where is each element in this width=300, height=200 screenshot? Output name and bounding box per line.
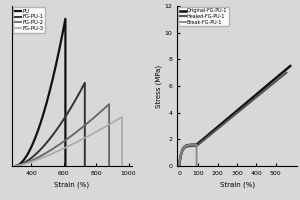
FG-PU-2 bbox=[73, 132, 76, 135]
FG-PU-3 bbox=[81, 138, 84, 140]
Legend: Original-FG-PU-1, Healed-FG-PU-1, Break-FG-PU-1: Original-FG-PU-1, Healed-FG-PU-1, Break-… bbox=[178, 7, 229, 26]
Line: Break-FG-PU-1: Break-FG-PU-1 bbox=[179, 145, 196, 166]
Y-axis label: Stress (MPa): Stress (MPa) bbox=[155, 64, 162, 108]
Break-FG-PU-1 bbox=[177, 165, 181, 167]
PU bbox=[64, 18, 67, 20]
FG-PU-2 bbox=[62, 140, 66, 142]
Break-FG-PU-1 bbox=[192, 144, 195, 146]
Legend: PU, FG-PU-1, FG-PU-2, FG-PU-3: PU, FG-PU-1, FG-PU-2, FG-PU-3 bbox=[13, 7, 45, 33]
Healed-FG-PU-1 bbox=[285, 71, 288, 74]
FG-PU-1 bbox=[71, 104, 74, 106]
Break-FG-PU-1 bbox=[182, 146, 186, 149]
FG-PU-2 bbox=[14, 165, 17, 167]
Break-FG-PU-1 bbox=[186, 144, 189, 146]
Original-FG-PU-1 bbox=[177, 165, 181, 167]
Line: FG-PU-2: FG-PU-2 bbox=[15, 104, 109, 166]
Healed-FG-PU-1 bbox=[275, 80, 278, 82]
Original-FG-PU-1 bbox=[278, 73, 282, 76]
Break-FG-PU-1 bbox=[191, 144, 195, 146]
X-axis label: Strain (%): Strain (%) bbox=[54, 181, 89, 188]
Line: FG-PU-1: FG-PU-1 bbox=[15, 83, 85, 166]
FG-PU-2 bbox=[107, 165, 111, 167]
Break-FG-PU-1 bbox=[182, 147, 185, 149]
Original-FG-PU-1 bbox=[239, 106, 242, 109]
PU bbox=[14, 165, 17, 167]
FG-PU-1 bbox=[57, 125, 61, 128]
PU bbox=[58, 45, 62, 47]
Healed-FG-PU-1 bbox=[237, 110, 241, 113]
FG-PU-1 bbox=[51, 134, 54, 136]
FG-PU-1 bbox=[14, 165, 17, 167]
Original-FG-PU-1 bbox=[288, 65, 292, 67]
Line: FG-PU-3: FG-PU-3 bbox=[15, 117, 122, 166]
FG-PU-1 bbox=[22, 162, 26, 164]
Healed-FG-PU-1 bbox=[222, 122, 226, 125]
Original-FG-PU-1 bbox=[211, 130, 214, 132]
Healed-FG-PU-1 bbox=[177, 165, 181, 167]
FG-PU-2 bbox=[91, 118, 94, 120]
X-axis label: Strain (%): Strain (%) bbox=[220, 181, 255, 188]
PU bbox=[45, 101, 49, 103]
Line: Original-FG-PU-1: Original-FG-PU-1 bbox=[179, 66, 290, 166]
FG-PU-1 bbox=[50, 135, 53, 138]
FG-PU-3 bbox=[120, 165, 124, 167]
FG-PU-2 bbox=[107, 103, 111, 105]
Healed-FG-PU-1 bbox=[242, 106, 246, 108]
FG-PU-2 bbox=[25, 161, 29, 164]
Original-FG-PU-1 bbox=[259, 90, 262, 92]
FG-PU-3 bbox=[109, 122, 112, 125]
PU bbox=[40, 117, 44, 119]
FG-PU-3 bbox=[71, 143, 74, 145]
FG-PU-1 bbox=[83, 82, 87, 84]
FG-PU-3 bbox=[101, 127, 105, 129]
Original-FG-PU-1 bbox=[224, 119, 227, 122]
FG-PU-2 bbox=[64, 139, 68, 141]
FG-PU-1 bbox=[83, 165, 87, 167]
PU bbox=[40, 119, 43, 122]
PU bbox=[20, 161, 23, 164]
Break-FG-PU-1 bbox=[182, 146, 186, 148]
PU bbox=[55, 61, 58, 63]
FG-PU-3 bbox=[14, 165, 17, 167]
FG-PU-3 bbox=[69, 144, 73, 146]
FG-PU-3 bbox=[120, 116, 124, 118]
FG-PU-2 bbox=[97, 112, 101, 114]
Healed-FG-PU-1 bbox=[256, 95, 260, 97]
Break-FG-PU-1 bbox=[195, 165, 198, 167]
Line: PU: PU bbox=[15, 19, 65, 166]
Healed-FG-PU-1 bbox=[210, 132, 214, 135]
FG-PU-3 bbox=[27, 162, 30, 164]
FG-PU-1 bbox=[76, 95, 79, 98]
Original-FG-PU-1 bbox=[244, 102, 248, 104]
Line: Healed-FG-PU-1: Healed-FG-PU-1 bbox=[179, 73, 286, 166]
Break-FG-PU-1 bbox=[195, 143, 198, 146]
PU bbox=[64, 165, 67, 167]
